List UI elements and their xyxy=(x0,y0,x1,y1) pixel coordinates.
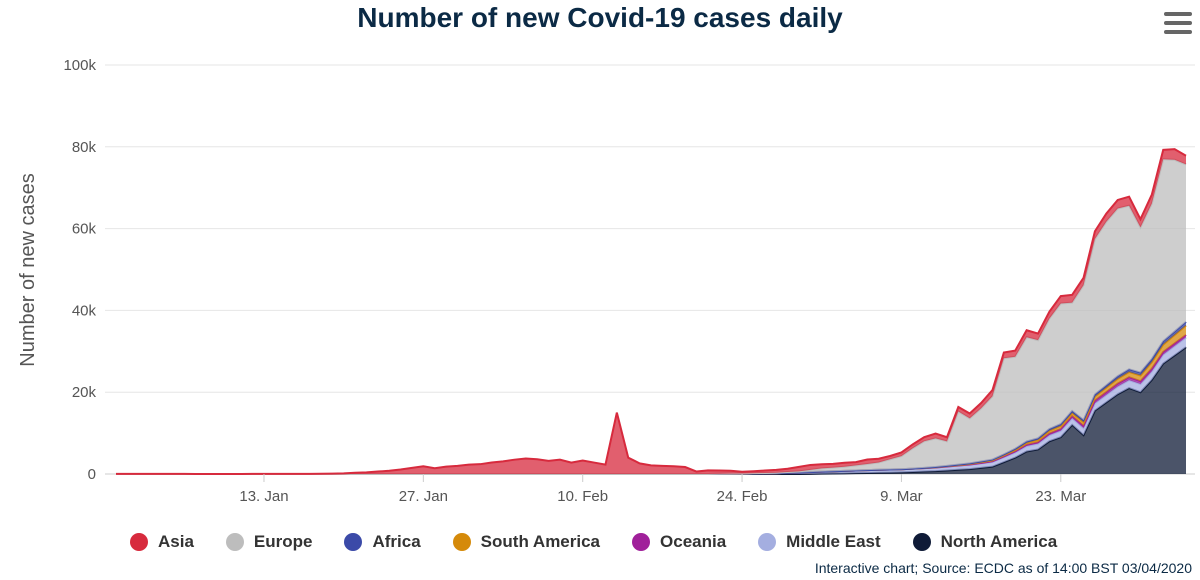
x-axis: 13. Jan 27. Jan 10. Feb 24. Feb 9. Mar 23. Ma… xyxy=(239,474,1086,505)
legend-marker-icon xyxy=(130,533,148,551)
x-tick-label: 24. Feb xyxy=(717,488,768,505)
y-tick-label: 60k xyxy=(72,221,97,238)
legend-item-north-america[interactable]: North America xyxy=(912,532,1058,552)
series-layer xyxy=(115,148,1187,475)
legend-label: North America xyxy=(940,532,1058,551)
legend-item-europe[interactable]: Europe xyxy=(225,532,313,552)
series-area-north-america[interactable] xyxy=(116,347,1186,474)
series-area-europe[interactable] xyxy=(116,159,1186,474)
legend-marker-icon xyxy=(758,533,777,551)
legend-item-oceania[interactable]: Oceania xyxy=(632,532,726,552)
legend-item-africa[interactable]: Africa xyxy=(344,532,421,552)
page-title: Number of new Covid-19 cases daily xyxy=(357,2,843,33)
x-tick-label: 23. Mar xyxy=(1035,488,1086,505)
legend-label: South America xyxy=(480,532,601,551)
legend-item-asia[interactable]: Asia xyxy=(130,532,194,552)
legend-label: Asia xyxy=(158,532,194,551)
source-note[interactable]: Interactive chart; Source: ECDC as of 14… xyxy=(814,560,1192,576)
y-tick-label: 0 xyxy=(88,466,96,483)
legend-marker-icon xyxy=(632,533,651,551)
legend-marker-icon xyxy=(344,533,363,551)
y-axis: 0 20k 40k 60k 80k 100k xyxy=(63,57,96,483)
menu-bar xyxy=(1164,30,1192,34)
y-tick-label: 80k xyxy=(72,139,97,156)
hamburger-menu-icon[interactable] xyxy=(1164,12,1192,34)
x-tick-label: 13. Jan xyxy=(239,488,288,505)
legend-label: Middle East xyxy=(786,532,881,551)
y-tick-label: 100k xyxy=(63,57,96,74)
series-line-asia xyxy=(115,148,1187,475)
y-tick-label: 40k xyxy=(72,302,97,319)
menu-bar xyxy=(1164,12,1192,16)
legend-label: Europe xyxy=(253,532,313,551)
legend-marker-icon xyxy=(452,533,471,551)
legend-marker-icon xyxy=(912,533,931,551)
y-tick-label: 20k xyxy=(72,384,97,401)
x-tick-label: 10. Feb xyxy=(557,488,608,505)
x-tick-label: 27. Jan xyxy=(399,488,448,505)
legend-marker-icon xyxy=(225,533,244,551)
legend: Asia Europe Africa South America Oceania Midd… xyxy=(130,528,1089,556)
legend-item-middle-east[interactable]: Middle East xyxy=(758,532,881,552)
legend-label: Oceania xyxy=(660,532,727,551)
legend-label: Africa xyxy=(372,532,421,551)
y-axis-label: Number of new cases xyxy=(17,173,39,366)
legend-item-south-america[interactable]: South America xyxy=(452,532,601,552)
x-tick-label: 9. Mar xyxy=(880,488,923,505)
menu-bar xyxy=(1164,21,1192,25)
